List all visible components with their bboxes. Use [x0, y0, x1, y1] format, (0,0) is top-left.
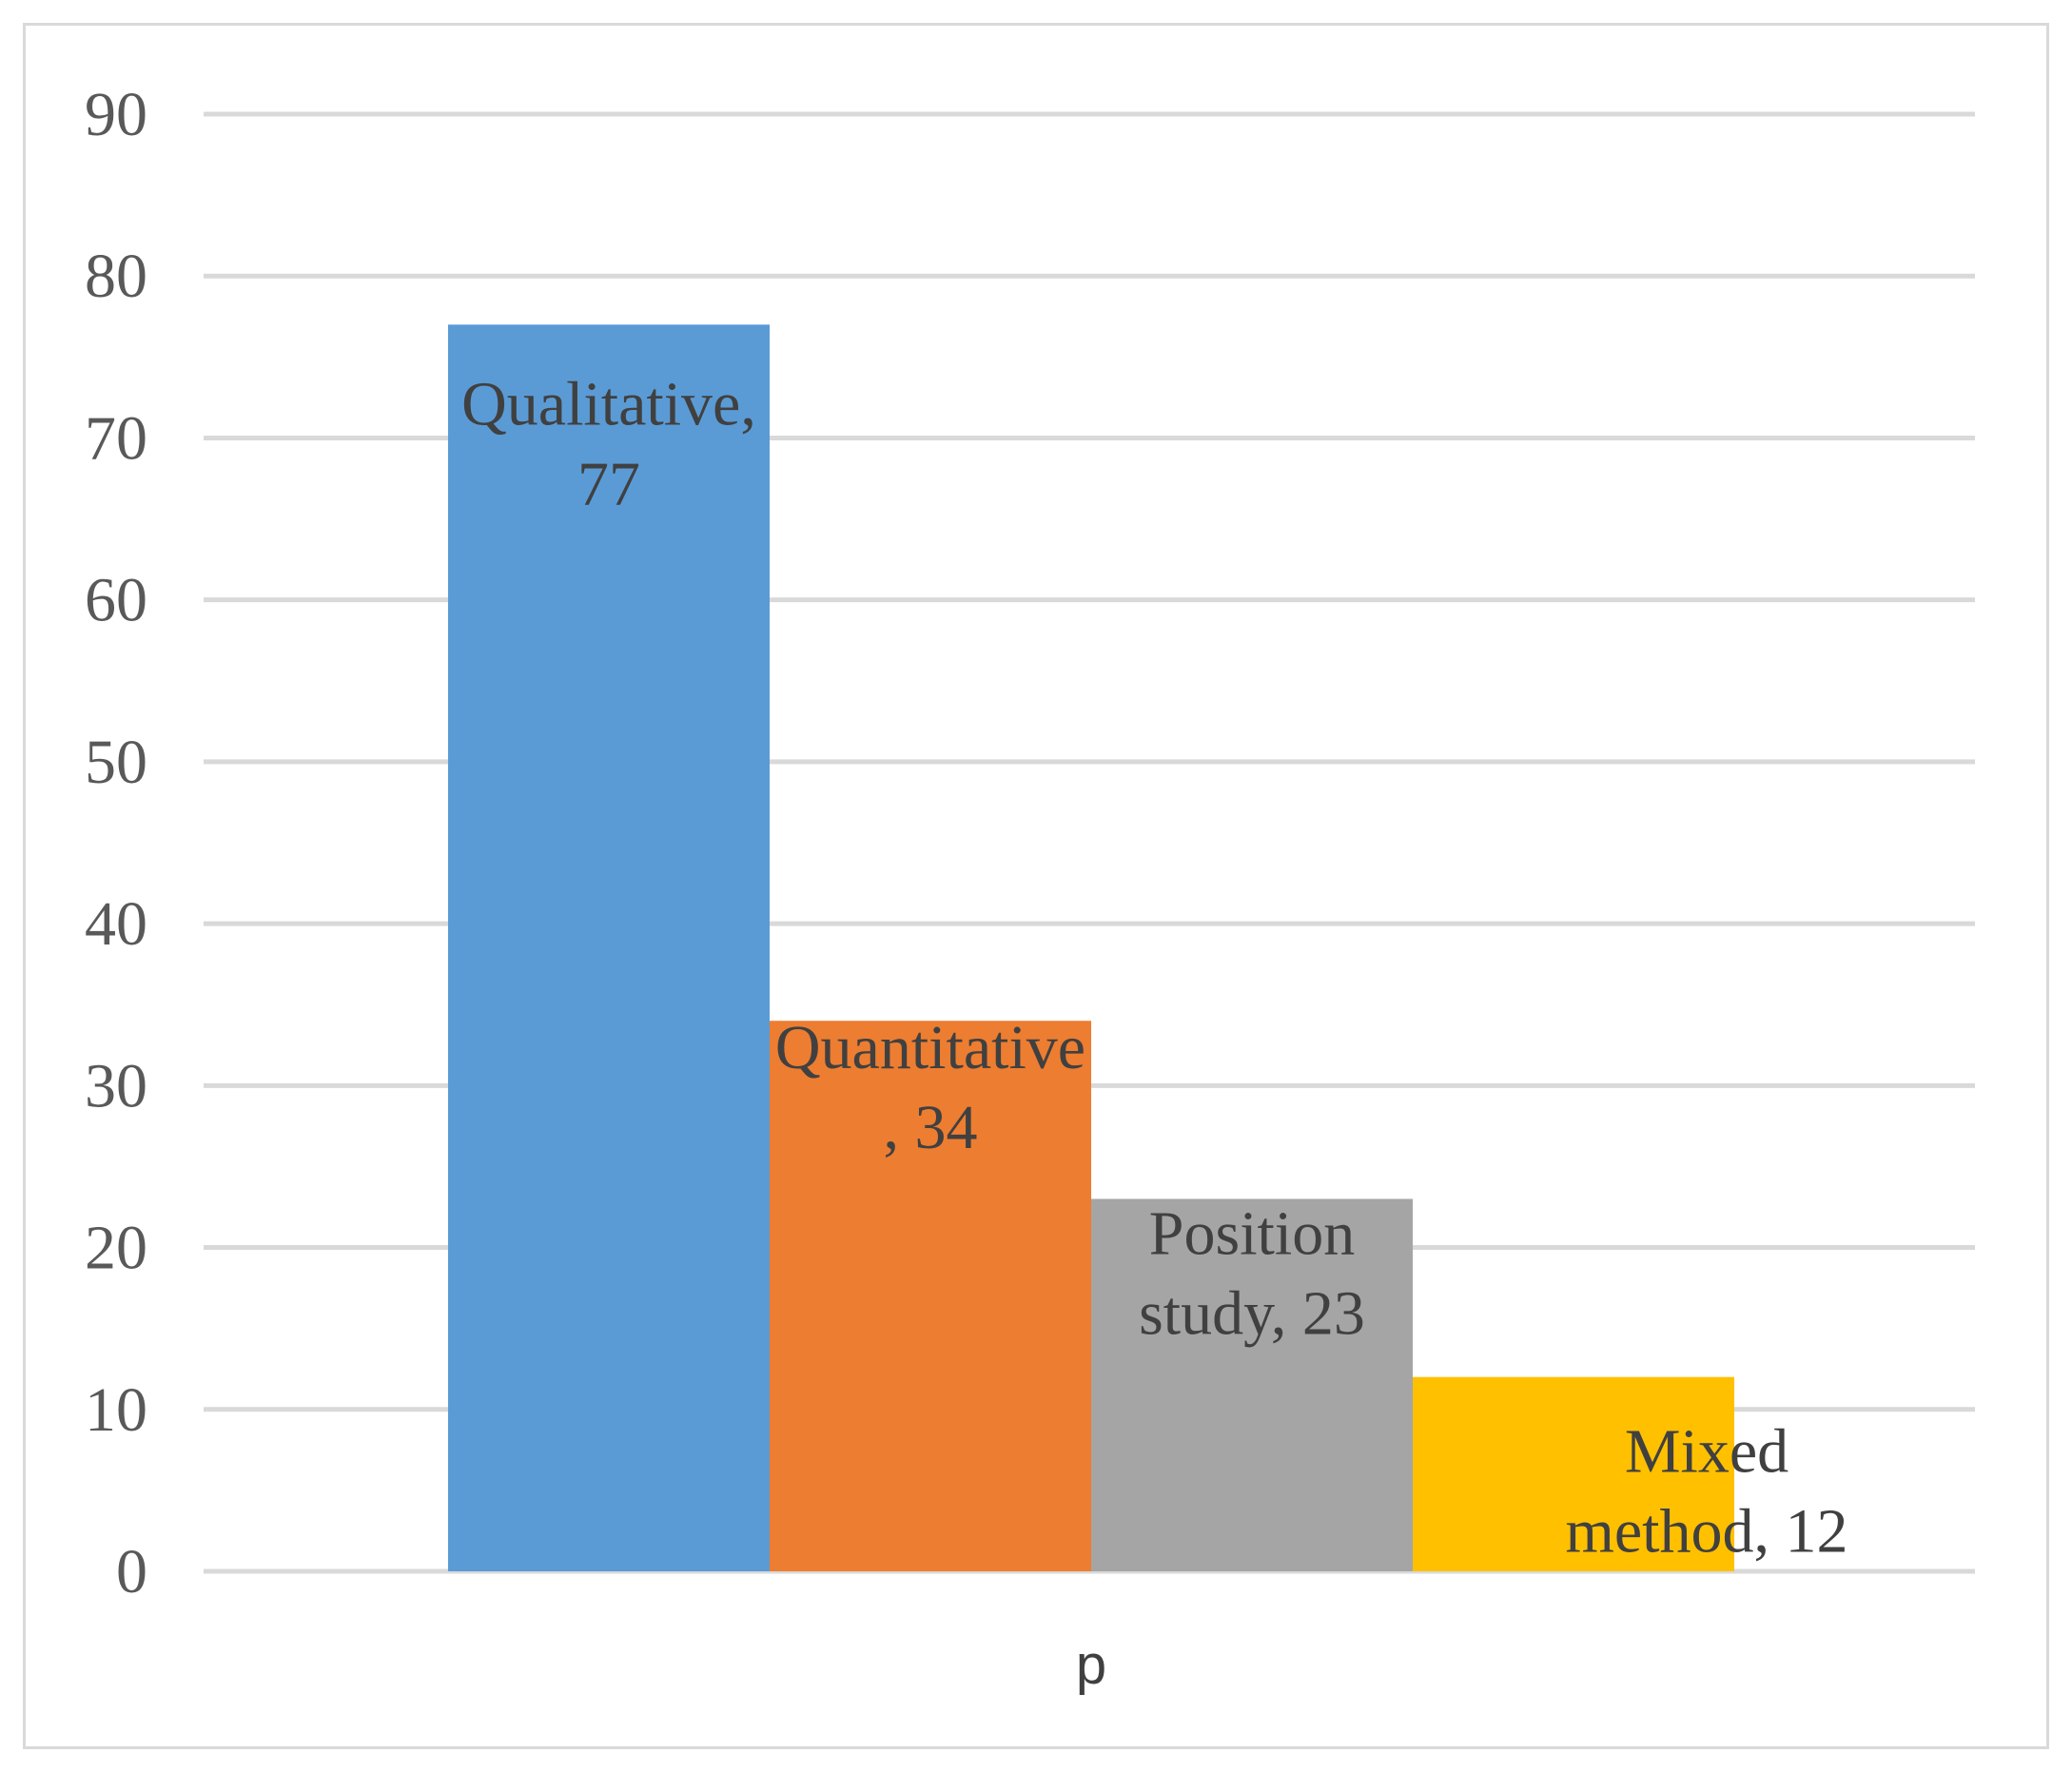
y-tick-label: 50: [85, 728, 147, 797]
bar-mixed-method: [1413, 1376, 1734, 1571]
y-tick-label: 90: [85, 80, 147, 149]
y-tick-label: 60: [85, 566, 147, 635]
bar-position-study: [1091, 1198, 1413, 1571]
y-tick-label: 30: [85, 1051, 147, 1120]
y-tick-label: 10: [85, 1375, 147, 1445]
bars: [448, 324, 1734, 1572]
data-labels: Qualitative, 77 Quantitative, 34 Position st…: [461, 369, 1847, 1566]
data-label-mixed-method: Mixed method, 12: [1566, 1417, 1848, 1567]
y-tick-label: 80: [85, 242, 147, 311]
bar-quantitative: [770, 1021, 1091, 1571]
data-label-quantitative: Quantitative, 34: [775, 1013, 1085, 1162]
data-label-qualitative: Qualitative, 77: [461, 369, 756, 518]
category-label: p: [1076, 1634, 1106, 1696]
y-tick-label: 20: [85, 1214, 147, 1283]
data-label-position-study: Position study, 23: [1139, 1198, 1365, 1348]
category-labels: p: [1076, 1634, 1106, 1696]
y-tick-label: 0: [116, 1537, 147, 1606]
bar-qualitative: [448, 324, 770, 1572]
y-tick-label: 40: [85, 889, 147, 959]
y-tick-label: 70: [85, 403, 147, 473]
y-axis-tick-labels: 0 10 20 30 40 50 60 70 80 90: [85, 80, 147, 1606]
